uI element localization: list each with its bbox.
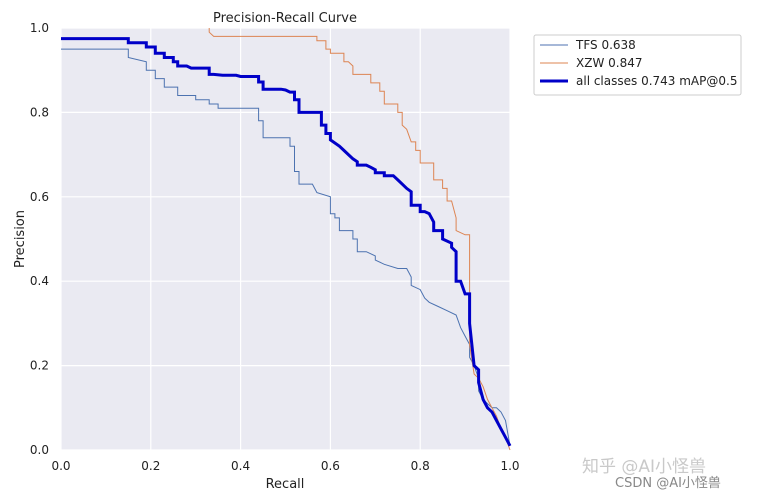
- series-line-xzw: [208, 28, 511, 451]
- y-tick-labels: 0.0 0.2 0.4 0.6 0.8 1.0: [30, 21, 49, 457]
- y-tick-label: 0.2: [30, 359, 49, 373]
- legend-label-tfs: TFS 0.638: [575, 38, 636, 52]
- y-tick-label: 0.4: [30, 274, 49, 288]
- chart-title: Precision-Recall Curve: [213, 11, 357, 26]
- x-tick-label: 1.0: [500, 459, 519, 473]
- y-tick-label: 0.0: [30, 443, 49, 457]
- grid-lines: [60, 27, 511, 451]
- legend-box: [533, 34, 742, 96]
- series-line-tfs: [61, 48, 511, 446]
- y-tick-label: 0.6: [30, 190, 49, 204]
- x-tick-label: 0.2: [141, 459, 160, 473]
- x-axis-label: Recall: [266, 477, 305, 492]
- x-tick-label: 0.4: [231, 459, 250, 473]
- x-tick-label: 0.6: [321, 459, 340, 473]
- x-tick-label: 0.8: [411, 459, 430, 473]
- legend-label-xzw: XZW 0.847: [576, 56, 642, 70]
- x-tick-label: 0.0: [51, 459, 70, 473]
- y-axis-label: Precision: [13, 210, 28, 268]
- series-line-all: [61, 37, 512, 447]
- watermark-zhihu: 知乎 @AI小怪兽: [582, 457, 707, 477]
- x-tick-labels: 0.0 0.2 0.4 0.6 0.8 1.0: [51, 459, 519, 473]
- y-tick-label: 1.0: [30, 21, 49, 35]
- plot-background: [61, 28, 510, 450]
- y-tick-label: 0.8: [30, 105, 49, 119]
- legend-label-all: all classes 0.743 mAP@0.5: [576, 74, 737, 88]
- series-lines: [61, 28, 512, 451]
- legend: TFS 0.638 XZW 0.847 all classes 0.743 mAP@…: [533, 34, 742, 96]
- watermark-csdn: CSDN @AI小怪兽: [615, 476, 721, 491]
